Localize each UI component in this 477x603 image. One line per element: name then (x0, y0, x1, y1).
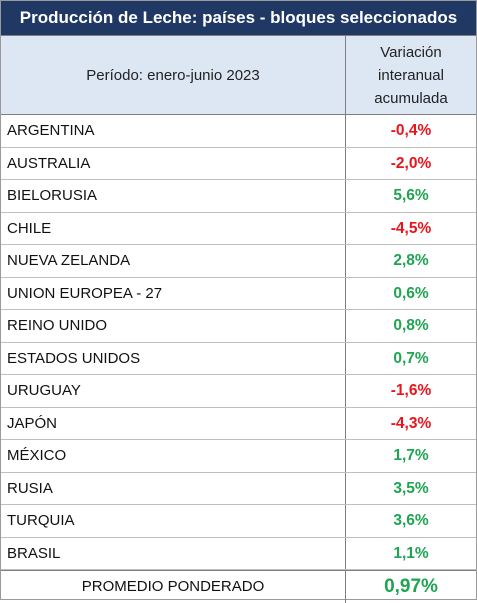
country-cell: BIELORUSIA (1, 180, 346, 212)
table-row: UNION EUROPEA - 27 0,6% (1, 277, 476, 310)
country-cell: JAPÓN (1, 407, 346, 439)
variation-header-line-1: Variación (380, 43, 442, 61)
weighted-average-value: 0,97% (384, 576, 438, 597)
table-row: AUSTRALIA -2,0% (1, 147, 476, 180)
country-cell: ARGENTINA (1, 115, 346, 147)
weighted-average-row: PROMEDIO PONDERADO 0,97% (1, 570, 476, 603)
country-cell: ESTADOS UNIDOS (1, 342, 346, 374)
variation-cell: 5,6% (393, 187, 429, 204)
variation-cell: 3,6% (393, 512, 429, 529)
period-header: Período: enero-junio 2023 (1, 36, 346, 114)
variation-cell: 2,8% (393, 252, 429, 269)
table-row: JAPÓN -4,3% (1, 407, 476, 440)
country-cell: TURQUIA (1, 505, 346, 537)
country-cell: MÉXICO (1, 440, 346, 472)
variation-cell: 0,6% (393, 284, 429, 302)
table-row: REINO UNIDO 0,8% (1, 310, 476, 343)
table-row: RUSIA 3,5% (1, 472, 476, 505)
table-row: TURQUIA 3,6% (1, 505, 476, 538)
variation-cell: -4,3% (390, 414, 432, 432)
variation-cell: 1,7% (393, 447, 429, 464)
variation-cell: -2,0% (390, 154, 432, 172)
country-cell: URUGUAY (1, 375, 346, 407)
variation-cell: 0,8% (393, 317, 429, 334)
weighted-average-label: PROMEDIO PONDERADO (1, 571, 346, 603)
table-row: BIELORUSIA 5,6% (1, 180, 476, 213)
country-cell: CHILE (1, 212, 346, 244)
table-row: ESTADOS UNIDOS 0,7% (1, 342, 476, 375)
variation-cell: -4,5% (390, 219, 432, 237)
country-cell: UNION EUROPEA - 27 (1, 277, 346, 309)
table-body: ARGENTINA -0,4% AUSTRALIA -2,0% BIELORUSIA 5,… (1, 115, 476, 570)
table-header: Período: enero-junio 2023 Variación inte… (1, 36, 476, 115)
variation-header-line-2: interanual (378, 66, 444, 84)
variation-header-line-3: acumulada (374, 89, 448, 107)
variation-header: Variación interanual acumulada (346, 36, 476, 114)
country-cell: BRASIL (1, 537, 346, 569)
variation-cell: -0,4% (390, 122, 432, 139)
table-row: ARGENTINA -0,4% (1, 115, 476, 148)
table-title: Producción de Leche: países - bloques se… (1, 1, 476, 36)
variation-cell: 1,1% (393, 544, 429, 562)
table-row: CHILE -4,5% (1, 212, 476, 245)
table-row: URUGUAY -1,6% (1, 375, 476, 408)
country-cell: REINO UNIDO (1, 310, 346, 342)
variation-cell: 3,5% (393, 479, 429, 497)
country-cell: RUSIA (1, 472, 346, 504)
variation-cell: -1,6% (390, 382, 432, 399)
table-row: NUEVA ZELANDA 2,8% (1, 245, 476, 278)
variation-cell: 0,7% (393, 349, 429, 367)
table-row: BRASIL 1,1% (1, 537, 476, 570)
table-row: MÉXICO 1,7% (1, 440, 476, 473)
country-cell: AUSTRALIA (1, 147, 346, 179)
country-cell: NUEVA ZELANDA (1, 245, 346, 277)
